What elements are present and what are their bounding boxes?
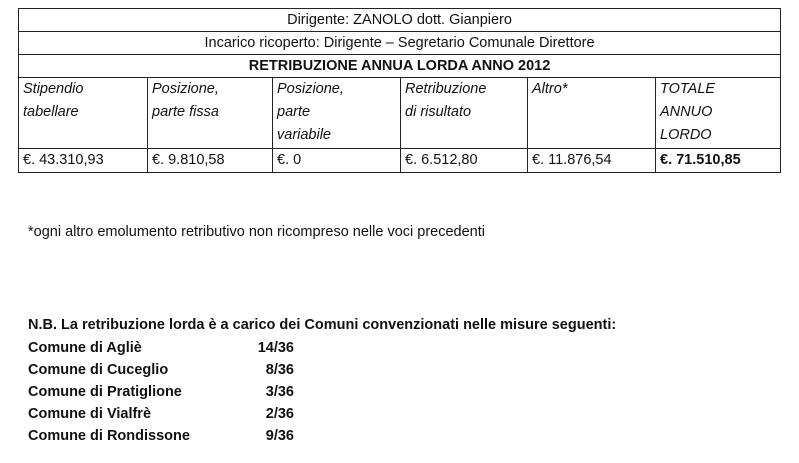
header-line: TOTALE xyxy=(660,81,716,97)
incarico: Incarico ricoperto: Dirigente – Segretar… xyxy=(17,31,782,55)
footnote: *ogni altro emolumento retributivo non r… xyxy=(28,224,485,240)
header-line: Posizione, xyxy=(277,81,344,97)
cell: €. 9.810,58 xyxy=(147,148,273,173)
quota: 2/36 xyxy=(265,406,294,422)
column-header: Posizione, parte variabile xyxy=(272,77,401,149)
quota: 8/36 xyxy=(265,362,294,378)
cell: €. 71.510,85 xyxy=(654,148,782,173)
table-title: RETRIBUZIONE ANNUA LORDA ANNO 2012 xyxy=(17,54,782,78)
header-line: parte fissa xyxy=(152,104,219,120)
header-line: ANNUO xyxy=(660,104,713,120)
note-item: Comune di Vialfrè 2/36 xyxy=(28,406,294,422)
comune: Comune di Agliè xyxy=(28,340,142,356)
value-row: €. 43.310,93 €. 9.810,58 €. 0 €. 6.512,80 €.… xyxy=(18,148,782,173)
header-line: Stipendio xyxy=(23,81,84,97)
header-line: di risultato xyxy=(405,104,472,120)
cell: €. 11.876,54 xyxy=(527,148,656,173)
header-line: Posizione, xyxy=(152,81,219,97)
dirigente: Dirigente: ZANOLO dott. Gianpiero xyxy=(17,8,782,32)
column-header: TOTALE ANNUO LORDO xyxy=(654,77,782,149)
header-row: Stipendio tabellare Posizione, parte fissa P… xyxy=(18,77,782,149)
comune: Comune di Cuceglio xyxy=(28,362,169,378)
quota: 9/36 xyxy=(265,428,294,444)
header-line: tabellare xyxy=(23,104,79,120)
comune: Comune di Rondissone xyxy=(28,428,190,444)
column-header: Stipendio tabellare xyxy=(18,77,148,149)
note-item: Comune di Rondissone 9/36 xyxy=(28,428,294,444)
cell: €. 43.310,93 xyxy=(18,148,148,173)
header-line: LORDO xyxy=(660,127,712,143)
column-header: Retribuzione di risultato xyxy=(400,77,528,149)
header-line: variabile xyxy=(277,127,331,143)
header-line: parte xyxy=(277,104,311,120)
column-header: Posizione, parte fissa xyxy=(147,77,273,149)
header-line: Retribuzione xyxy=(405,81,487,97)
quota: 3/36 xyxy=(265,384,294,400)
column-header: Altro* xyxy=(527,77,656,149)
comune: Comune di Vialfrè xyxy=(28,406,152,422)
note-item: Comune di Cuceglio 8/36 xyxy=(28,362,294,378)
cell: €. 0 xyxy=(272,148,401,173)
note-item: Comune di Agliè 14/36 xyxy=(28,340,294,356)
salary-table: Dirigente: ZANOLO dott. Gianpiero Incari… xyxy=(17,8,782,173)
quota: 14/36 xyxy=(257,340,294,356)
note-title: N.B. La retribuzione lorda è a carico de… xyxy=(28,317,617,333)
header-line: Altro* xyxy=(532,81,568,97)
note-item: Comune di Pratiglione 3/36 xyxy=(28,384,294,400)
comune: Comune di Pratiglione xyxy=(28,384,182,400)
cell: €. 6.512,80 xyxy=(400,148,528,173)
